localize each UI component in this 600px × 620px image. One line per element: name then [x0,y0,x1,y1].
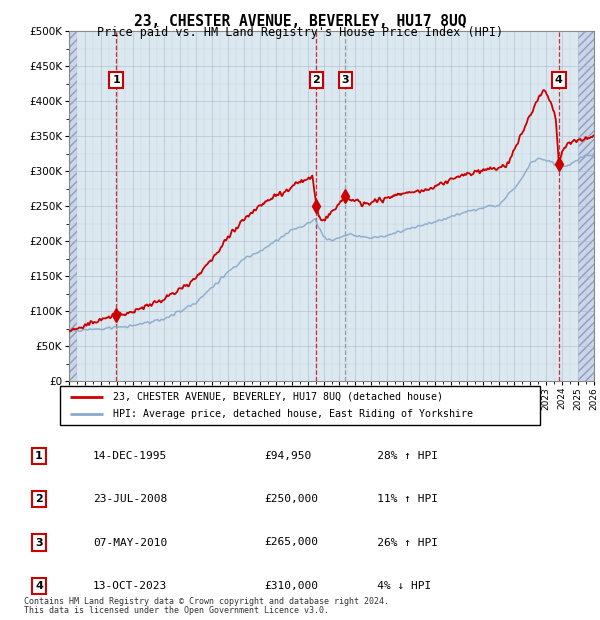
Text: 2: 2 [35,494,43,504]
FancyBboxPatch shape [60,386,540,425]
Text: Price paid vs. HM Land Registry's House Price Index (HPI): Price paid vs. HM Land Registry's House … [97,26,503,39]
Bar [69,31,77,381]
Text: 23, CHESTER AVENUE, BEVERLEY, HU17 8UQ (detached house): 23, CHESTER AVENUE, BEVERLEY, HU17 8UQ (… [113,392,443,402]
Text: 11% ↑ HPI: 11% ↑ HPI [357,494,438,504]
Text: 07-MAY-2010: 07-MAY-2010 [93,538,167,547]
Text: 2: 2 [313,75,320,85]
Text: 4% ↓ HPI: 4% ↓ HPI [357,581,431,591]
Text: £250,000: £250,000 [264,494,318,504]
Text: 1: 1 [112,75,120,85]
Text: 3: 3 [341,75,349,85]
Text: 4: 4 [35,581,43,591]
Text: 23, CHESTER AVENUE, BEVERLEY, HU17 8UQ: 23, CHESTER AVENUE, BEVERLEY, HU17 8UQ [134,14,466,29]
Bar [578,31,594,381]
Text: Contains HM Land Registry data © Crown copyright and database right 2024.: Contains HM Land Registry data © Crown c… [24,597,389,606]
Text: 14-DEC-1995: 14-DEC-1995 [93,451,167,461]
Text: £94,950: £94,950 [264,451,311,461]
Text: 4: 4 [555,75,563,85]
Text: 23-JUL-2008: 23-JUL-2008 [93,494,167,504]
Text: 26% ↑ HPI: 26% ↑ HPI [357,538,438,547]
Bar [578,31,594,381]
Text: This data is licensed under the Open Government Licence v3.0.: This data is licensed under the Open Gov… [24,606,329,615]
Text: 3: 3 [35,538,43,547]
Bar [69,31,77,381]
Text: 13-OCT-2023: 13-OCT-2023 [93,581,167,591]
Text: £265,000: £265,000 [264,538,318,547]
Text: 1: 1 [35,451,43,461]
Text: 28% ↑ HPI: 28% ↑ HPI [357,451,438,461]
Text: HPI: Average price, detached house, East Riding of Yorkshire: HPI: Average price, detached house, East… [113,409,473,419]
Text: £310,000: £310,000 [264,581,318,591]
